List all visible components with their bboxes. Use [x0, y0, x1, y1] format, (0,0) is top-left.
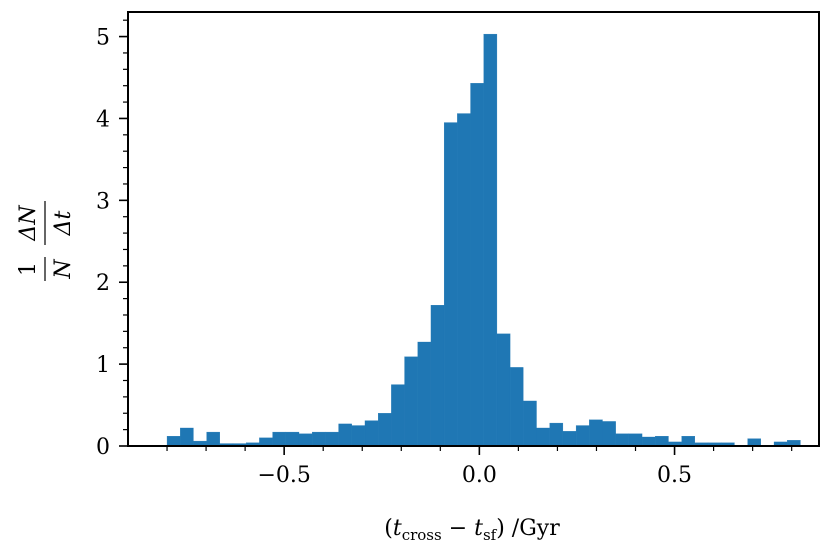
histogram-bar — [378, 413, 392, 447]
histogram-bar — [364, 420, 379, 447]
histogram-bar — [655, 436, 669, 447]
y-label-den2: Δt — [51, 210, 76, 236]
histogram-bar — [575, 425, 590, 447]
y-axis-ticks: 0 1 2 3 4 5 — [96, 19, 128, 460]
histogram-bar — [457, 113, 471, 447]
histogram-bar — [404, 356, 418, 447]
x-tick-label: 0.5 — [657, 463, 692, 488]
histogram-bar — [351, 425, 366, 447]
histogram-bar — [562, 431, 577, 447]
y-label-num1: 1 — [16, 262, 41, 276]
y-axis-label: 1 N ΔN Δt — [16, 201, 76, 281]
histogram-bar — [549, 422, 564, 447]
x-tick-label: −0.5 — [257, 463, 310, 488]
histogram-bars — [166, 33, 814, 447]
x-tick-label: 0.0 — [462, 463, 497, 488]
histogram-bar — [641, 436, 656, 447]
y-label-den1: N — [51, 259, 76, 280]
histogram-bar — [747, 438, 761, 447]
histogram-bar — [417, 341, 432, 447]
histogram-bar — [285, 431, 300, 447]
x-axis-ticks: −0.5 0.0 0.5 — [166, 446, 793, 488]
histogram-bar — [628, 433, 643, 447]
y-tick-label: 0 — [96, 435, 110, 460]
y-tick-label: 3 — [96, 189, 110, 214]
histogram-bar — [325, 431, 339, 447]
histogram-bar — [298, 433, 313, 447]
histogram-bar — [259, 437, 273, 447]
histogram-bar — [338, 423, 352, 447]
histogram-bar — [509, 367, 524, 447]
histogram-bar — [430, 305, 445, 447]
histogram-bar — [470, 83, 484, 447]
histogram-bar — [312, 431, 326, 447]
histogram-bar — [272, 431, 286, 447]
y-label-num2: ΔN — [16, 205, 41, 242]
y-tick-label: 1 — [96, 353, 110, 378]
y-tick-label: 4 — [96, 107, 110, 132]
histogram-bar — [443, 122, 458, 447]
histogram-bar — [496, 333, 511, 447]
histogram-bar — [166, 436, 181, 447]
histogram-bar — [615, 433, 630, 447]
histogram-bar — [589, 419, 603, 447]
histogram-bar — [681, 436, 696, 447]
histogram-bar — [180, 427, 194, 447]
histogram-bar — [536, 427, 550, 447]
histogram-bar — [206, 431, 220, 447]
histogram-bar — [523, 400, 537, 447]
histogram-bar — [602, 421, 616, 447]
y-tick-label: 5 — [96, 26, 110, 51]
plot-frame — [127, 11, 820, 447]
histogram-bar — [483, 33, 498, 447]
y-tick-label: 2 — [96, 271, 110, 296]
histogram-bar — [391, 384, 405, 447]
x-axis-label: (tcross − tsf) /Gyr — [384, 516, 560, 544]
